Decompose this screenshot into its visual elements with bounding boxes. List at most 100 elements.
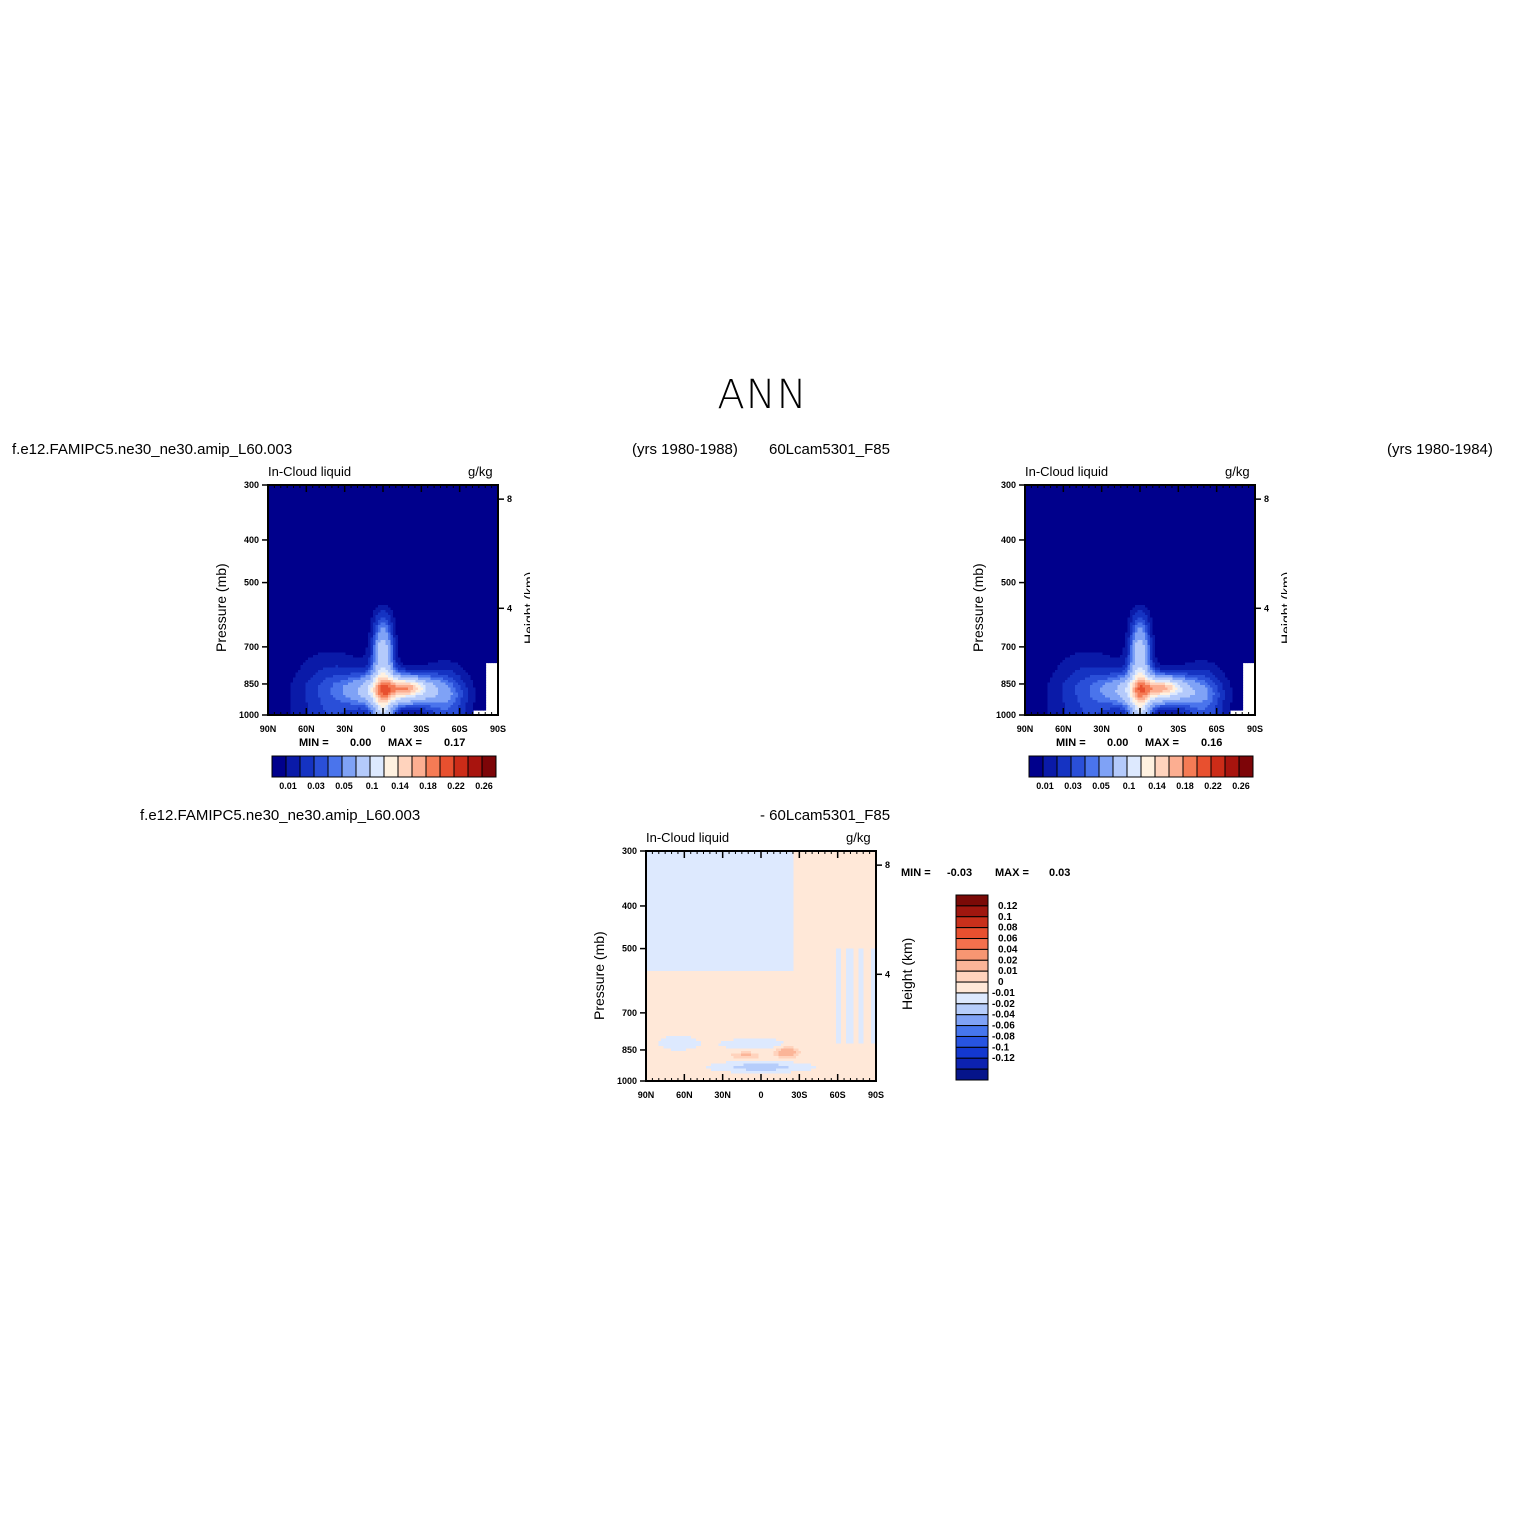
field-cell	[438, 565, 442, 569]
field-cell	[480, 570, 484, 574]
field-cell	[420, 547, 424, 551]
field-cell	[355, 492, 359, 496]
field-cell	[443, 595, 447, 599]
field-cell	[285, 607, 289, 611]
field-cell	[338, 587, 342, 591]
field-cell	[455, 607, 459, 611]
field-cell	[433, 602, 437, 606]
field-cell	[288, 490, 292, 494]
field-cell	[380, 527, 384, 531]
field-cell	[298, 582, 302, 586]
field-cell	[420, 607, 424, 611]
field-cell	[288, 570, 292, 574]
field-cell	[330, 585, 334, 589]
field-cell	[488, 552, 492, 556]
field-cell	[340, 597, 344, 601]
field-cell	[310, 500, 314, 504]
field-cell	[445, 582, 449, 586]
field-cell	[295, 557, 299, 561]
field-cell	[333, 522, 337, 526]
field-cell	[393, 602, 397, 606]
field-cell	[430, 555, 434, 559]
field-cell	[358, 492, 362, 496]
field-cell	[268, 595, 272, 599]
field-cell	[285, 507, 289, 511]
field-cell	[400, 547, 404, 551]
field-cell	[283, 567, 287, 571]
field-cell	[380, 525, 384, 529]
field-cell	[273, 585, 277, 589]
field-cell	[428, 517, 432, 521]
field-cell	[400, 490, 404, 494]
field-cell	[358, 532, 362, 536]
field-cell	[325, 507, 329, 511]
field-cell	[390, 595, 394, 599]
field-cell	[305, 567, 309, 571]
field-cell	[335, 517, 339, 521]
field-cell	[308, 497, 312, 501]
field-cell	[393, 535, 397, 539]
field-cell	[275, 547, 279, 551]
field-cell	[320, 550, 324, 554]
field-cell	[450, 557, 454, 561]
field-cell	[405, 520, 409, 524]
field-cell	[275, 565, 279, 569]
field-cell	[353, 522, 357, 526]
field-cell	[400, 522, 404, 526]
field-cell	[473, 527, 477, 531]
field-cell	[460, 617, 464, 621]
field-cell	[463, 602, 467, 606]
field-cell	[440, 515, 444, 519]
field-cell	[463, 537, 467, 541]
field-cell	[438, 507, 442, 511]
field-cell	[488, 537, 492, 541]
field-cell	[453, 587, 457, 591]
field-cell	[358, 600, 362, 604]
field-cell	[365, 567, 369, 571]
field-cell	[443, 575, 447, 579]
field-cell	[420, 590, 424, 594]
field-cell	[275, 585, 279, 589]
field-cell	[283, 495, 287, 499]
field-cell	[445, 490, 449, 494]
field-cell	[410, 575, 414, 579]
field-cell	[410, 547, 414, 551]
field-cell	[393, 607, 397, 611]
field-cell	[313, 540, 317, 544]
diff-case-a: f.e12.FAMIPC5.ne30_ne30.amip_L60.003	[140, 807, 420, 824]
field-cell	[325, 610, 329, 614]
field-cell	[348, 610, 352, 614]
field-cell	[285, 590, 289, 594]
field-cell	[293, 560, 297, 564]
field-cell	[490, 512, 494, 516]
field-cell	[280, 607, 284, 611]
field-cell	[310, 550, 314, 554]
field-cell	[390, 537, 394, 541]
field-cell	[288, 557, 292, 561]
field-cell	[480, 617, 484, 621]
field-cell	[345, 542, 349, 546]
field-cell	[483, 617, 487, 621]
field-cell	[433, 502, 437, 506]
field-cell	[360, 537, 364, 541]
field-cell	[308, 517, 312, 521]
field-cell	[310, 617, 314, 621]
field-cell	[285, 512, 289, 516]
field-cell	[465, 562, 469, 566]
field-cell	[470, 532, 474, 536]
field-cell	[438, 550, 442, 554]
field-cell	[288, 612, 292, 616]
field-cell	[473, 567, 477, 571]
field-cell	[280, 600, 284, 604]
field-cell	[443, 512, 447, 516]
field-cell	[480, 577, 484, 581]
field-cell	[275, 537, 279, 541]
field-cell	[430, 525, 434, 529]
field-cell	[475, 562, 479, 566]
field-cell	[415, 522, 419, 526]
field-cell	[368, 602, 372, 606]
field-cell	[363, 592, 367, 596]
field-cell	[383, 495, 387, 499]
field-cell	[480, 607, 484, 611]
field-cell	[320, 517, 324, 521]
